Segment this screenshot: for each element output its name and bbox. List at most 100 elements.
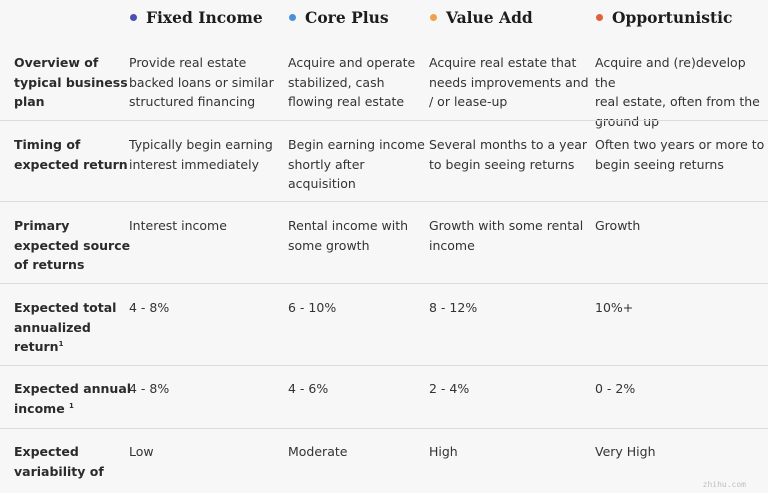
row-label-line: Expected annual (14, 381, 132, 396)
cell-line: shortly after (288, 156, 365, 172)
column-header-label: Opportunistic (612, 7, 733, 27)
cell-line: Moderate (288, 444, 348, 459)
row-label-text: return (14, 339, 59, 354)
cell-line: Provide real estate (129, 55, 247, 70)
column-header-opportunistic: Opportunistic (596, 6, 732, 28)
cell-line: Acquire real estate that (429, 55, 577, 70)
cell-timing-core-plus: Begin earning income shortly after acqui… (288, 135, 425, 194)
cell-timing-value-add: Several months to a year to begin seeing… (429, 135, 587, 174)
row-divider (0, 365, 768, 366)
column-header-label: Fixed Income (146, 7, 263, 27)
column-header-core-plus: Core Plus (289, 6, 389, 28)
cell-line: backed loans or similar (129, 74, 274, 90)
row-label-line: Timing of (14, 137, 81, 152)
row-label-line: of returns (14, 257, 85, 272)
cell-overview-core-plus: Acquire and operate stabilized, cash flo… (288, 53, 415, 112)
cell-source-fixed-income: Interest income (129, 216, 227, 236)
row-label-line: annualized (14, 319, 91, 335)
row-divider (0, 283, 768, 284)
cell-line: needs improvements and (429, 74, 589, 90)
row-label-line: income 1 (14, 399, 131, 419)
cell-source-opportunistic: Growth (595, 216, 640, 236)
cell-line: stabilized, cash (288, 74, 385, 90)
row-label-line: expected return (14, 156, 128, 172)
row-divider (0, 428, 768, 429)
core-plus-dot-icon (289, 13, 296, 21)
row-label-line: Expected total (14, 300, 117, 315)
cell-line: 10%+ (595, 300, 634, 315)
cell-overview-opportunistic: Acquire and (re)develop the real estate,… (595, 53, 768, 131)
opportunistic-dot-icon (596, 13, 603, 21)
cell-timing-fixed-income: Typically begin earning interest immedia… (129, 135, 273, 174)
cell-line: to begin seeing returns (429, 156, 575, 172)
row-label-annual-income: Expected annual income 1 (14, 379, 131, 418)
cell-variability-opportunistic: Very High (595, 442, 656, 462)
cell-line: Growth with some rental (429, 218, 584, 233)
cell-annual-income-fixed-income: 4 - 8% (129, 379, 169, 399)
cell-line: ground up (595, 113, 660, 129)
cell-line: begin seeing returns (595, 156, 724, 172)
row-label-line: plan (14, 94, 45, 109)
row-label-line: Expected (14, 444, 79, 459)
footnote-marker: 1 (69, 401, 74, 410)
row-label-line: return1 (14, 337, 116, 357)
cell-source-core-plus: Rental income with some growth (288, 216, 408, 255)
cell-line: Low (129, 444, 154, 459)
row-label-variability: Expected variability of (14, 442, 104, 481)
cell-line: Growth (595, 218, 641, 233)
cell-line: Begin earning income (288, 137, 425, 152)
column-header-label: Core Plus (305, 7, 389, 27)
cell-line: Several months to a year (429, 137, 588, 152)
cell-line: 4 - 6% (288, 381, 329, 396)
cell-line: High (429, 444, 458, 459)
cell-line: 0 - 2% (595, 381, 636, 396)
row-divider (0, 201, 768, 202)
cell-line: Very High (595, 444, 656, 459)
cell-line: Rental income with (288, 218, 409, 233)
row-label-line: Primary (14, 218, 70, 233)
cell-line: Acquire and (re)develop the (595, 55, 746, 90)
cell-line: 4 - 8% (129, 381, 170, 396)
cell-variability-core-plus: Moderate (288, 442, 347, 462)
cell-total-return-core-plus: 6 - 10% (288, 298, 336, 318)
cell-annual-income-core-plus: 4 - 6% (288, 379, 328, 399)
cell-total-return-value-add: 8 - 12% (429, 298, 477, 318)
row-label-primary-source: Primary expected source of returns (14, 216, 130, 275)
watermark: zhihu.com (702, 480, 746, 489)
cell-line: real estate, often from the (595, 94, 760, 109)
column-header-value-add: Value Add (430, 6, 533, 28)
row-label-line: Overview of (14, 55, 99, 70)
cell-variability-value-add: High (429, 442, 458, 462)
cell-overview-value-add: Acquire real estate that needs improveme… (429, 53, 589, 112)
cell-line: / or lease-up (429, 94, 508, 109)
row-label-text: income (14, 400, 70, 416)
cell-timing-opportunistic: Often two years or more to begin seeing … (595, 135, 764, 174)
row-label-overview: Overview of typical business plan (14, 53, 128, 112)
cell-line: interest immediately (129, 156, 259, 172)
cell-line: Often two years or more to (595, 137, 765, 152)
cell-line: 2 - 4% (429, 381, 470, 396)
row-label-line: expected source (14, 237, 131, 253)
footnote-marker: 1 (58, 339, 64, 348)
value-add-dot-icon (430, 13, 437, 21)
cell-source-value-add: Growth with some rental income (429, 216, 583, 255)
cell-line: some growth (288, 237, 370, 253)
cell-total-return-opportunistic: 10%+ (595, 298, 633, 318)
cell-line: flowing real estate (288, 94, 405, 109)
column-header-fixed-income: Fixed Income (130, 6, 263, 28)
cell-line: Typically begin earning (129, 137, 273, 152)
row-label-line: typical business (14, 74, 128, 90)
cell-annual-income-opportunistic: 0 - 2% (595, 379, 635, 399)
cell-line: Interest income (129, 218, 227, 233)
cell-overview-fixed-income: Provide real estate backed loans or simi… (129, 53, 274, 112)
cell-variability-fixed-income: Low (129, 442, 154, 462)
row-label-timing: Timing of expected return (14, 135, 128, 174)
fixed-income-dot-icon (130, 13, 137, 21)
cell-line: Acquire and operate (288, 55, 416, 70)
cell-total-return-fixed-income: 4 - 8% (129, 298, 169, 318)
column-header-label: Value Add (446, 7, 533, 27)
cell-line: 8 - 12% (429, 300, 478, 315)
row-label-total-return: Expected total annualized return1 (14, 298, 116, 357)
cell-line: 6 - 10% (288, 300, 337, 315)
cell-line: structured financing (129, 94, 256, 109)
